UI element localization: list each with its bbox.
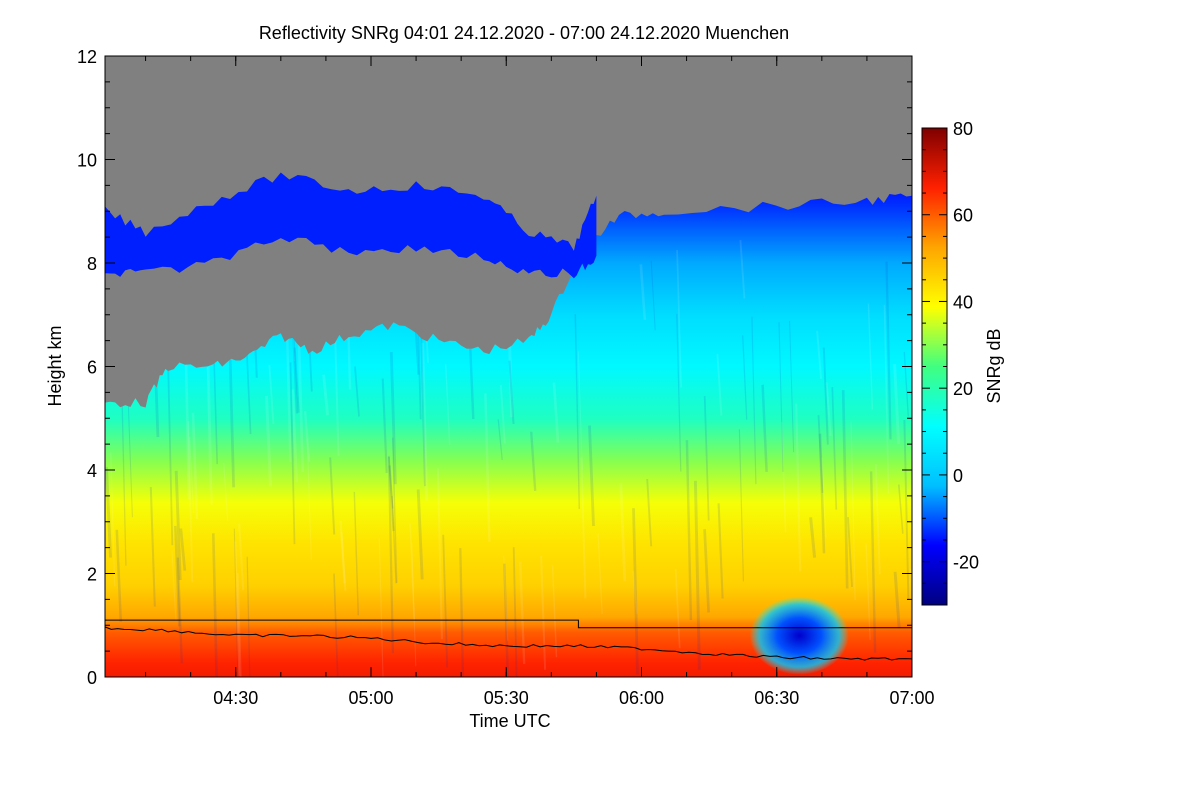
upper-cloud-band — [105, 172, 597, 279]
colorbar-axis: -20 0 20 40 60 80 — [922, 119, 979, 584]
plot-area — [105, 56, 912, 677]
x-tick-label: 05:30 — [484, 688, 529, 708]
lower-level-line — [105, 626, 912, 661]
x-tick-label: 05:00 — [348, 688, 393, 708]
y-tick-label: 0 — [87, 668, 97, 688]
colorbar-label: SNRg dB — [984, 328, 1004, 403]
y-tick-label: 10 — [77, 151, 97, 171]
y-tick-label: 12 — [77, 47, 97, 67]
colorbar — [921, 127, 948, 606]
x-tick-label: 06:00 — [619, 688, 664, 708]
low-reflectivity-feature — [749, 596, 849, 675]
x-axis-label: Time UTC — [469, 711, 550, 731]
x-tick-label: 06:30 — [754, 688, 799, 708]
upper-level-line — [105, 619, 912, 629]
x-tick-label: 07:00 — [889, 688, 934, 708]
x-axis: 04:30 05:00 05:30 06:00 06:30 07:00 — [145, 56, 935, 708]
colorbar-tick-label: 20 — [953, 379, 973, 399]
colorbar-tick-label: 0 — [953, 466, 963, 486]
y-tick-label: 2 — [87, 565, 97, 585]
y-tick-label: 8 — [87, 254, 97, 274]
chart-title: Reflectivity SNRg 04:01 24.12.2020 - 07:… — [259, 23, 789, 43]
colorbar-tick-label: -20 — [953, 553, 979, 573]
colorbar-tick-label: 60 — [953, 206, 973, 226]
y-tick-label: 4 — [87, 461, 97, 481]
y-axis-label: Height km — [45, 325, 65, 406]
x-tick-label: 04:30 — [213, 688, 258, 708]
y-tick-label: 6 — [87, 358, 97, 378]
y-axis: 0 2 4 6 8 10 12 — [77, 47, 912, 688]
colorbar-tick-label: 80 — [953, 119, 973, 139]
colorbar-tick-label: 40 — [953, 292, 973, 312]
